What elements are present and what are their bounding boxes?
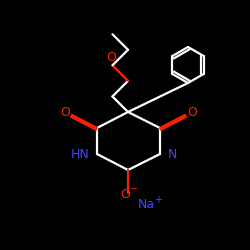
Text: N: N (168, 148, 177, 162)
Text: O: O (187, 106, 197, 118)
Text: O: O (106, 51, 117, 64)
Text: O: O (60, 106, 70, 118)
Text: HN: HN (70, 148, 89, 162)
Text: −: − (130, 184, 138, 194)
Text: Na: Na (138, 198, 154, 211)
Text: +: + (154, 195, 162, 205)
Text: O: O (120, 188, 130, 202)
